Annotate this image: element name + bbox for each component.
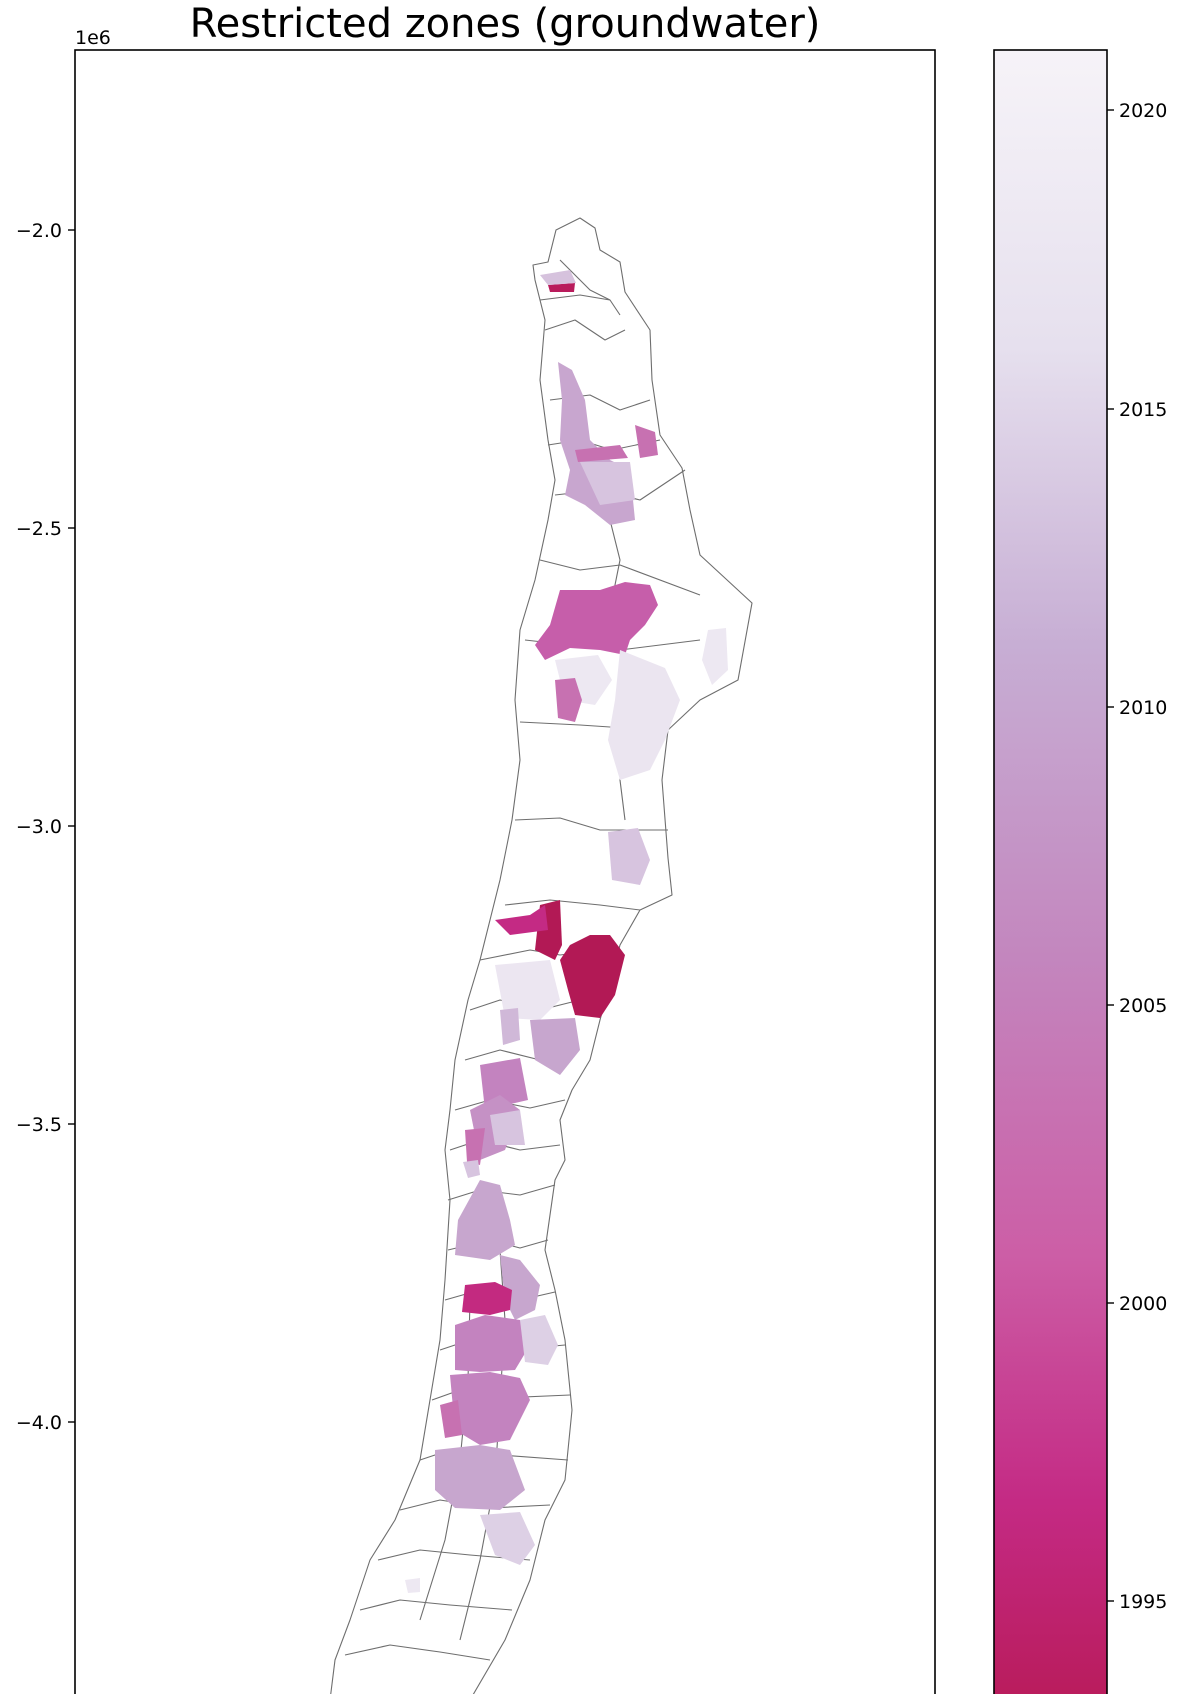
boundary-line [344,1644,491,1661]
zone-south-4b [440,1400,462,1438]
boundary-line [504,899,641,911]
zone-central-red-1 [560,935,625,1018]
y-tick-label: −4.0 [16,1412,62,1434]
zone-south-1 [455,1180,515,1260]
zone-south-5 [435,1445,525,1510]
boundary-line [539,294,621,316]
zone-south-2 [462,1282,512,1315]
zone-central-mid-3 [490,1110,525,1145]
zone-far-north-small-2 [540,270,576,285]
zone-atacama-east-1 [608,650,680,780]
zone-central-mid-2c [465,1128,485,1165]
zone-north-basin-2 [575,445,628,462]
chart-title: Restricted zones (groundwater) [190,1,821,47]
boundary-line [377,1549,531,1561]
zone-atacama-large [535,582,658,660]
map-layer [330,217,753,1694]
zone-north-basin-3 [580,462,635,505]
zone-south-4 [450,1372,530,1445]
zone-north-basin-2b [635,425,658,458]
restricted-zones [405,270,728,1593]
colorbar-tick-label: 2005 [1119,995,1167,1017]
zone-south-3b [520,1315,558,1365]
zone-atacama-small [555,678,582,722]
zone-central-mid-1b [500,1008,520,1045]
zone-south-6 [480,1512,535,1565]
boundary-line [559,259,611,301]
zone-south-3 [455,1315,530,1372]
zone-far-north-small-1 [548,283,575,292]
boundary-line [539,559,701,596]
colorbar [993,49,1108,1694]
zone-atacama-far-east [702,628,728,685]
zone-central-mid-1 [530,1018,580,1075]
y-tick-label: −2.5 [16,518,62,540]
boundary-line [544,319,626,341]
zone-south-7 [405,1578,420,1593]
colorbar-tick-label: 2010 [1119,697,1167,719]
map-axes-frame [74,49,936,1694]
zone-copiapo-1 [608,828,650,885]
colorbar-tick-label: 2015 [1119,399,1167,421]
y-tick-label: −3.0 [16,816,62,838]
y-tick-label: −2.0 [16,220,62,242]
colorbar-tick-label: 2020 [1119,100,1167,122]
y-tick-label: −3.5 [16,1114,62,1136]
colorbar-axis: 2020 2015 2010 2005 2000 1995 [1107,100,1167,1613]
zone-central-mid-2 [480,1058,528,1110]
colorbar-tick-label: 1995 [1119,1591,1167,1613]
country-outline [330,217,753,1694]
zone-central-red-2 [495,905,548,935]
y-offset-label: 1e6 [75,27,111,49]
zone-central-light-1 [495,960,560,1020]
colorbar-tick-label: 2000 [1119,1293,1167,1315]
zone-central-mid-3b [463,1160,480,1178]
y-axis: −2.0 −2.5 −3.0 −3.5 −4.0 [16,220,75,1434]
